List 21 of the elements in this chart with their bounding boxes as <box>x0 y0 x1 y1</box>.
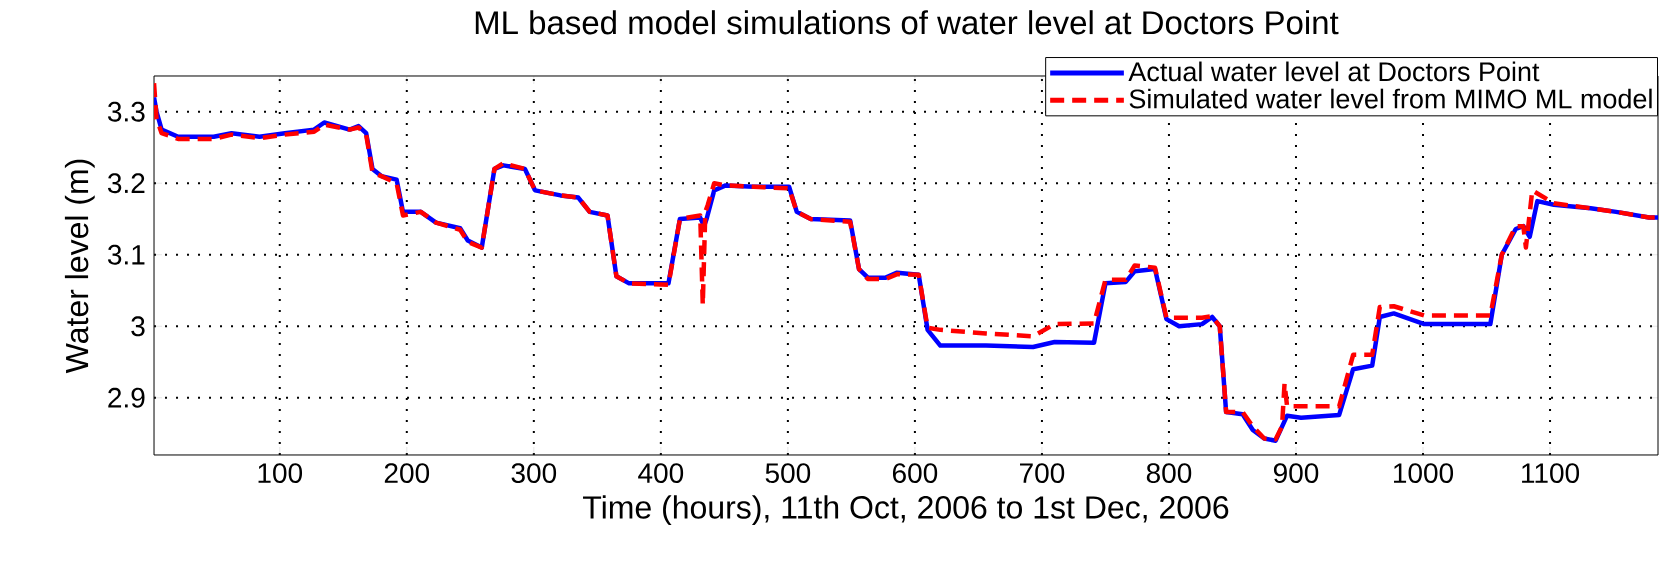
y-tick-label: 3.3 <box>107 101 145 122</box>
x-tick-label: 300 <box>511 463 557 484</box>
x-tick-label: 500 <box>765 463 811 484</box>
y-tick-label: 3 <box>131 316 145 337</box>
x-tick-label: 1000 <box>1394 463 1454 484</box>
y-tick-label: 3.1 <box>107 244 145 265</box>
y-tick-label: 2.9 <box>108 387 145 408</box>
x-tick-label: 900 <box>1273 463 1319 484</box>
x-tick-label: 600 <box>892 463 938 484</box>
x-tick-label: 400 <box>638 463 684 484</box>
x-tick-label: 1100 <box>1522 463 1580 484</box>
x-tick-label: 700 <box>1020 463 1065 484</box>
x-tick-label: 100 <box>258 463 303 484</box>
legend-label: Actual water level at Doctors Point <box>1128 61 1540 82</box>
x-tick-label: 200 <box>384 463 430 484</box>
x-axis-title: Time (hours), 11th Oct, 2006 to 1st Dec, 2006 <box>583 495 1229 526</box>
legend-label: Simulated water level from MIMO ML model <box>1129 88 1652 109</box>
y-tick-label: 3.2 <box>107 173 145 194</box>
x-tick-label: 800 <box>1146 463 1192 484</box>
y-axis-title: Water level (m) <box>64 159 95 374</box>
chart-title: ML based model simulations of water level at Doctors Point <box>475 10 1339 35</box>
